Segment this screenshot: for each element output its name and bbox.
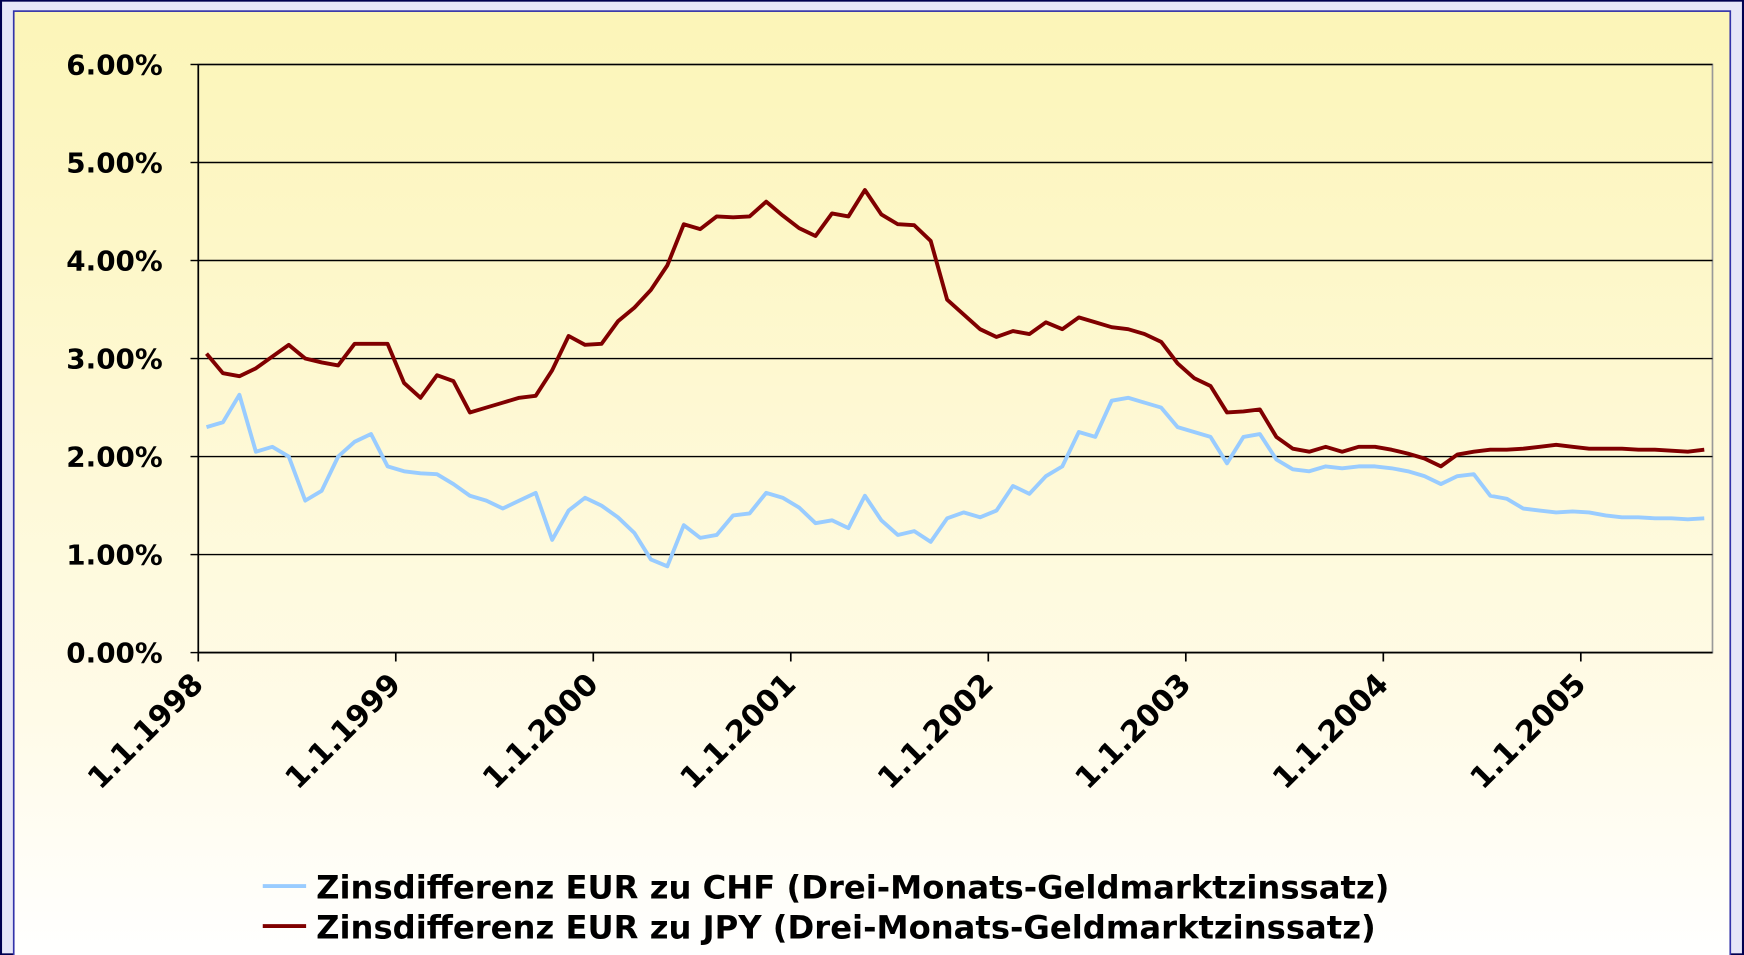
line-series xyxy=(205,392,1705,569)
y-tick-label: 5.00% xyxy=(66,147,162,180)
y-tick-label: 4.00% xyxy=(66,245,162,278)
chart-area xyxy=(12,10,1732,955)
legend-label: Zinsdifferenz EUR zu JPY (Drei-Monats-Ge… xyxy=(316,908,1376,946)
y-tick-label: 2.00% xyxy=(66,441,162,474)
line-series xyxy=(205,188,1705,469)
legend-label: Zinsdifferenz EUR zu CHF (Drei-Monats-Ge… xyxy=(316,868,1389,906)
y-tick-label: 6.00% xyxy=(66,48,162,81)
y-tick-label: 1.00% xyxy=(66,539,162,572)
y-tick-label: 0.00% xyxy=(66,637,162,670)
y-tick-label: 3.00% xyxy=(66,343,162,376)
